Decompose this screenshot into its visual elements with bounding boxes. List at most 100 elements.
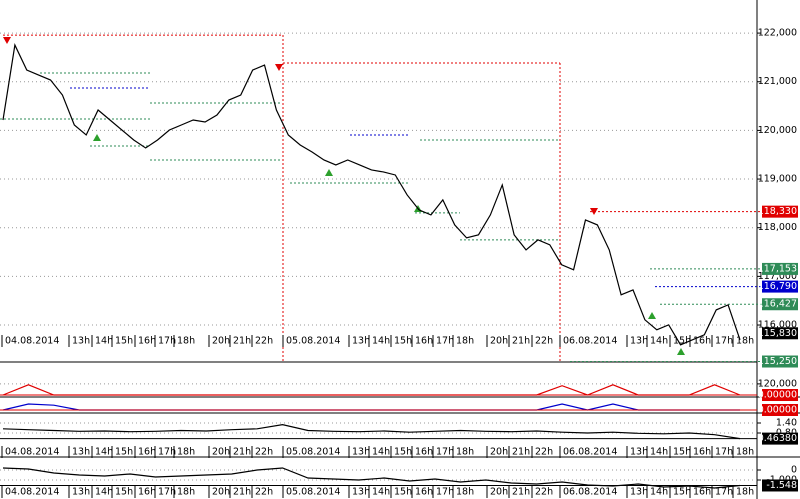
time-label: 16h — [415, 487, 433, 498]
time-label: 17h — [715, 336, 733, 347]
price-tag-label: 117,153 — [758, 263, 797, 274]
time-label: 17h — [436, 487, 454, 498]
price-tag-label: 115,830 — [758, 328, 797, 339]
time-label: 20h — [212, 336, 230, 347]
time-label: 20h — [212, 447, 230, 458]
buy-marker — [677, 348, 685, 355]
time-label: 15h — [673, 447, 691, 458]
y-tick-label: 122,000 — [758, 28, 797, 39]
time-label: 15h — [394, 447, 412, 458]
time-label: 05.08.2014 — [286, 447, 340, 458]
time-label: 21h — [233, 487, 251, 498]
y-tick-label: 116,000 — [758, 320, 797, 331]
time-label: 21h — [512, 487, 530, 498]
time-label: 16h — [138, 447, 156, 458]
price-tag-label: 116,427 — [758, 299, 797, 310]
price-line — [2, 424, 741, 440]
time-label: 14h — [650, 336, 668, 347]
price-tag — [762, 432, 798, 445]
price-tag-label: 116,790 — [758, 281, 797, 292]
time-label: 18h — [736, 487, 754, 498]
time-label: 21h — [512, 447, 530, 458]
time-label: 04.08.2014 — [5, 487, 59, 498]
time-label: 14h — [372, 336, 390, 347]
time-label: 15h — [115, 487, 133, 498]
sell-marker — [275, 64, 283, 71]
time-label: 20h — [490, 447, 508, 458]
y-tick-label: 119,000 — [758, 174, 797, 185]
time-label: 22h — [535, 336, 553, 347]
time-label: 18h — [456, 487, 474, 498]
price-tag — [762, 404, 798, 416]
price-tag-label: 0.00000 — [758, 390, 797, 401]
time-label: 13h — [352, 447, 370, 458]
time-label: 20h — [212, 487, 230, 498]
time-label: 16h — [138, 336, 156, 347]
time-label: 22h — [535, 487, 553, 498]
time-label: 13h — [630, 487, 648, 498]
y-tick-label: 120,000 — [758, 378, 797, 389]
time-label: 22h — [255, 336, 273, 347]
price-tag-label: -1.548 — [766, 480, 797, 491]
time-label: 04.08.2014 — [5, 336, 59, 347]
time-label: 18h — [177, 336, 195, 347]
price-tag — [762, 479, 798, 492]
time-label: 05.08.2014 — [286, 336, 340, 347]
time-label: 13h — [630, 336, 648, 347]
price-tag — [762, 355, 798, 368]
time-label: 17h — [436, 336, 454, 347]
time-label: 17h — [158, 447, 176, 458]
price-tag — [762, 262, 798, 275]
time-label: 06.08.2014 — [563, 336, 617, 347]
y-tick-label: 118,000 — [758, 222, 797, 233]
time-label: 22h — [255, 447, 273, 458]
time-label: 21h — [233, 336, 251, 347]
price-tag — [762, 327, 798, 340]
y-tick-label: 0 — [791, 465, 797, 476]
time-label: 17h — [158, 336, 176, 347]
time-label: 13h — [72, 447, 90, 458]
time-label: 17h — [715, 487, 733, 498]
buy-marker — [325, 169, 333, 176]
time-label: 16h — [138, 487, 156, 498]
price-tag — [762, 298, 798, 311]
time-label: 18h — [456, 447, 474, 458]
time-label: 15h — [394, 487, 412, 498]
time-label: 15h — [394, 336, 412, 347]
time-label: 14h — [372, 447, 390, 458]
time-label: 16h — [693, 336, 711, 347]
time-label: 13h — [352, 487, 370, 498]
time-label: 05.08.2014 — [286, 487, 340, 498]
time-label: 13h — [72, 487, 90, 498]
price-tag-label: 0.00000 — [758, 405, 797, 416]
time-label: 14h — [650, 447, 668, 458]
time-label: 18h — [736, 336, 754, 347]
time-label: 14h — [95, 487, 113, 498]
y-tick-label: 121,000 — [758, 76, 797, 87]
time-label: 18h — [177, 487, 195, 498]
time-label: 14h — [372, 487, 390, 498]
time-label: 16h — [415, 447, 433, 458]
time-label: 14h — [650, 487, 668, 498]
time-label: 15h — [115, 336, 133, 347]
price-tag-label: 115,250 — [758, 356, 797, 367]
price-tag — [762, 389, 798, 401]
price-tag — [762, 280, 798, 293]
y-tick-label: 120,000 — [758, 125, 797, 136]
time-label: 06.08.2014 — [563, 487, 617, 498]
time-label: 14h — [95, 447, 113, 458]
time-label: 21h — [512, 336, 530, 347]
time-label: 13h — [352, 336, 370, 347]
time-label: 22h — [255, 487, 273, 498]
price-tag-label: 118,330 — [758, 206, 797, 217]
buy-marker — [93, 134, 101, 141]
time-label: 20h — [490, 487, 508, 498]
sell-marker — [3, 37, 11, 44]
time-label: 17h — [436, 447, 454, 458]
time-label: 15h — [673, 336, 691, 347]
y-tick-label: 117,000 — [758, 271, 797, 282]
time-label: 13h — [630, 447, 648, 458]
time-label: 16h — [693, 487, 711, 498]
time-label: 04.08.2014 — [5, 447, 59, 458]
